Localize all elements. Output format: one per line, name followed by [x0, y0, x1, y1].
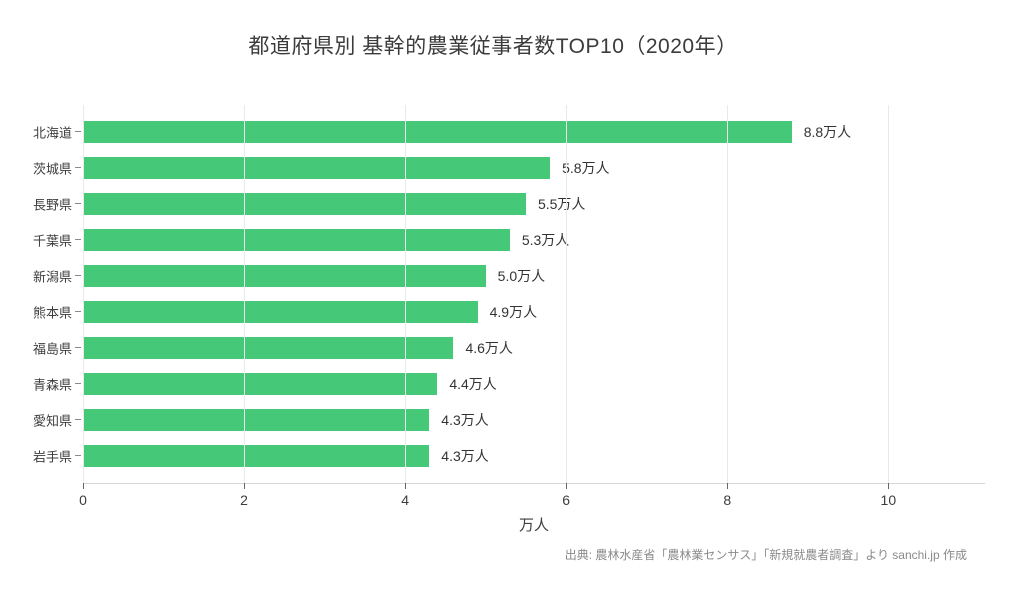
category-label: 福島県: [32, 341, 72, 357]
category-label: 熊本県: [32, 305, 72, 321]
category-label: 千葉県: [32, 233, 72, 249]
category-label: 長野県: [32, 197, 72, 213]
x-axis-tick: [727, 483, 729, 489]
bar: [83, 157, 551, 179]
gridline: [566, 105, 568, 483]
bar-rows-container: 北海道 8.8万人茨城県 5.8万人長野県 5.5万人千葉県 5.3万人新潟県 5.0万人…: [33, 114, 985, 474]
x-axis-tick: [566, 483, 568, 489]
category-label: 愛知県: [32, 413, 72, 429]
chart-plot-area: 北海道 8.8万人茨城県 5.8万人長野県 5.5万人千葉県 5.3万人新潟県 5.0万人…: [33, 105, 985, 534]
y-axis-tick: [75, 275, 81, 276]
gridline: [727, 105, 729, 483]
bar-row: 熊本県 4.9万人: [33, 294, 985, 330]
bar: [83, 121, 792, 143]
x-axis-tick: [244, 483, 246, 489]
y-axis-tick: [75, 131, 81, 132]
source-note: 出典: 農林水産省「農林業センサス」「新規就農者調査」より sanchi.jp …: [564, 548, 967, 562]
value-label: 5.8万人: [562, 160, 610, 176]
bar-row: 千葉県 5.3万人: [33, 222, 985, 258]
value-label: 8.8万人: [803, 124, 852, 140]
y-axis-tick: [75, 419, 81, 420]
bar-row: 新潟県 5.0万人: [33, 258, 985, 294]
value-label: 4.9万人: [489, 304, 538, 320]
value-label: 5.3万人: [521, 232, 570, 248]
bar-row: 愛知県 4.3万人: [33, 402, 985, 438]
x-axis-tick: [405, 483, 407, 489]
bar: [83, 301, 478, 323]
category-label: 新潟県: [32, 269, 72, 285]
y-axis-tick: [75, 239, 81, 240]
bar-row: 北海道 8.8万人: [33, 114, 985, 150]
bar: [83, 229, 510, 251]
bar: [83, 445, 430, 467]
bar-row: 福島県 4.6万人: [33, 330, 985, 366]
value-label: 5.0万人: [497, 268, 546, 284]
gridline: [83, 105, 84, 483]
bar: [83, 193, 526, 215]
value-label: 4.6万人: [465, 340, 513, 356]
y-axis-tick: [75, 311, 81, 312]
x-axis-label: 万人: [518, 517, 550, 534]
value-label: 5.5万人: [537, 196, 586, 212]
x-axis-tick-label: 0: [79, 492, 87, 508]
x-axis-tick-label: 6: [562, 492, 571, 508]
value-label: 4.3万人: [441, 448, 489, 464]
category-label: 岩手県: [32, 449, 72, 465]
x-axis-tick-label: 8: [723, 492, 732, 508]
x-axis-tick-label: 4: [401, 492, 410, 508]
bar: [83, 337, 454, 359]
bar: [83, 265, 486, 287]
y-axis-tick: [75, 203, 81, 204]
y-axis-tick: [75, 383, 81, 384]
bar: [83, 373, 438, 395]
x-axis-tick: [888, 483, 890, 489]
category-label: 青森県: [32, 377, 72, 393]
value-label: 4.3万人: [441, 412, 489, 428]
value-label: 4.4万人: [449, 376, 497, 392]
gridline: [405, 105, 407, 483]
bar-row: 岩手県 4.3万人: [33, 438, 985, 474]
y-axis-tick: [75, 347, 81, 348]
bar-row: 茨城県 5.8万人: [33, 150, 985, 186]
gridline: [244, 105, 246, 483]
category-label: 北海道: [32, 125, 72, 141]
bar-row: 長野県 5.5万人: [33, 186, 985, 222]
x-axis-tick: [83, 483, 84, 489]
bar: [83, 409, 430, 431]
y-axis-tick: [75, 167, 81, 168]
category-label: 茨城県: [32, 161, 72, 177]
x-axis-tick-label: 10: [880, 492, 897, 508]
gridline: [888, 105, 890, 483]
chart-title: 都道府県別 基幹的農業従事者数TOP10（2020年）: [248, 35, 738, 58]
y-axis-tick: [75, 455, 81, 456]
x-axis-tick-label: 2: [240, 492, 248, 508]
bar-row: 青森県 4.4万人: [33, 366, 985, 402]
